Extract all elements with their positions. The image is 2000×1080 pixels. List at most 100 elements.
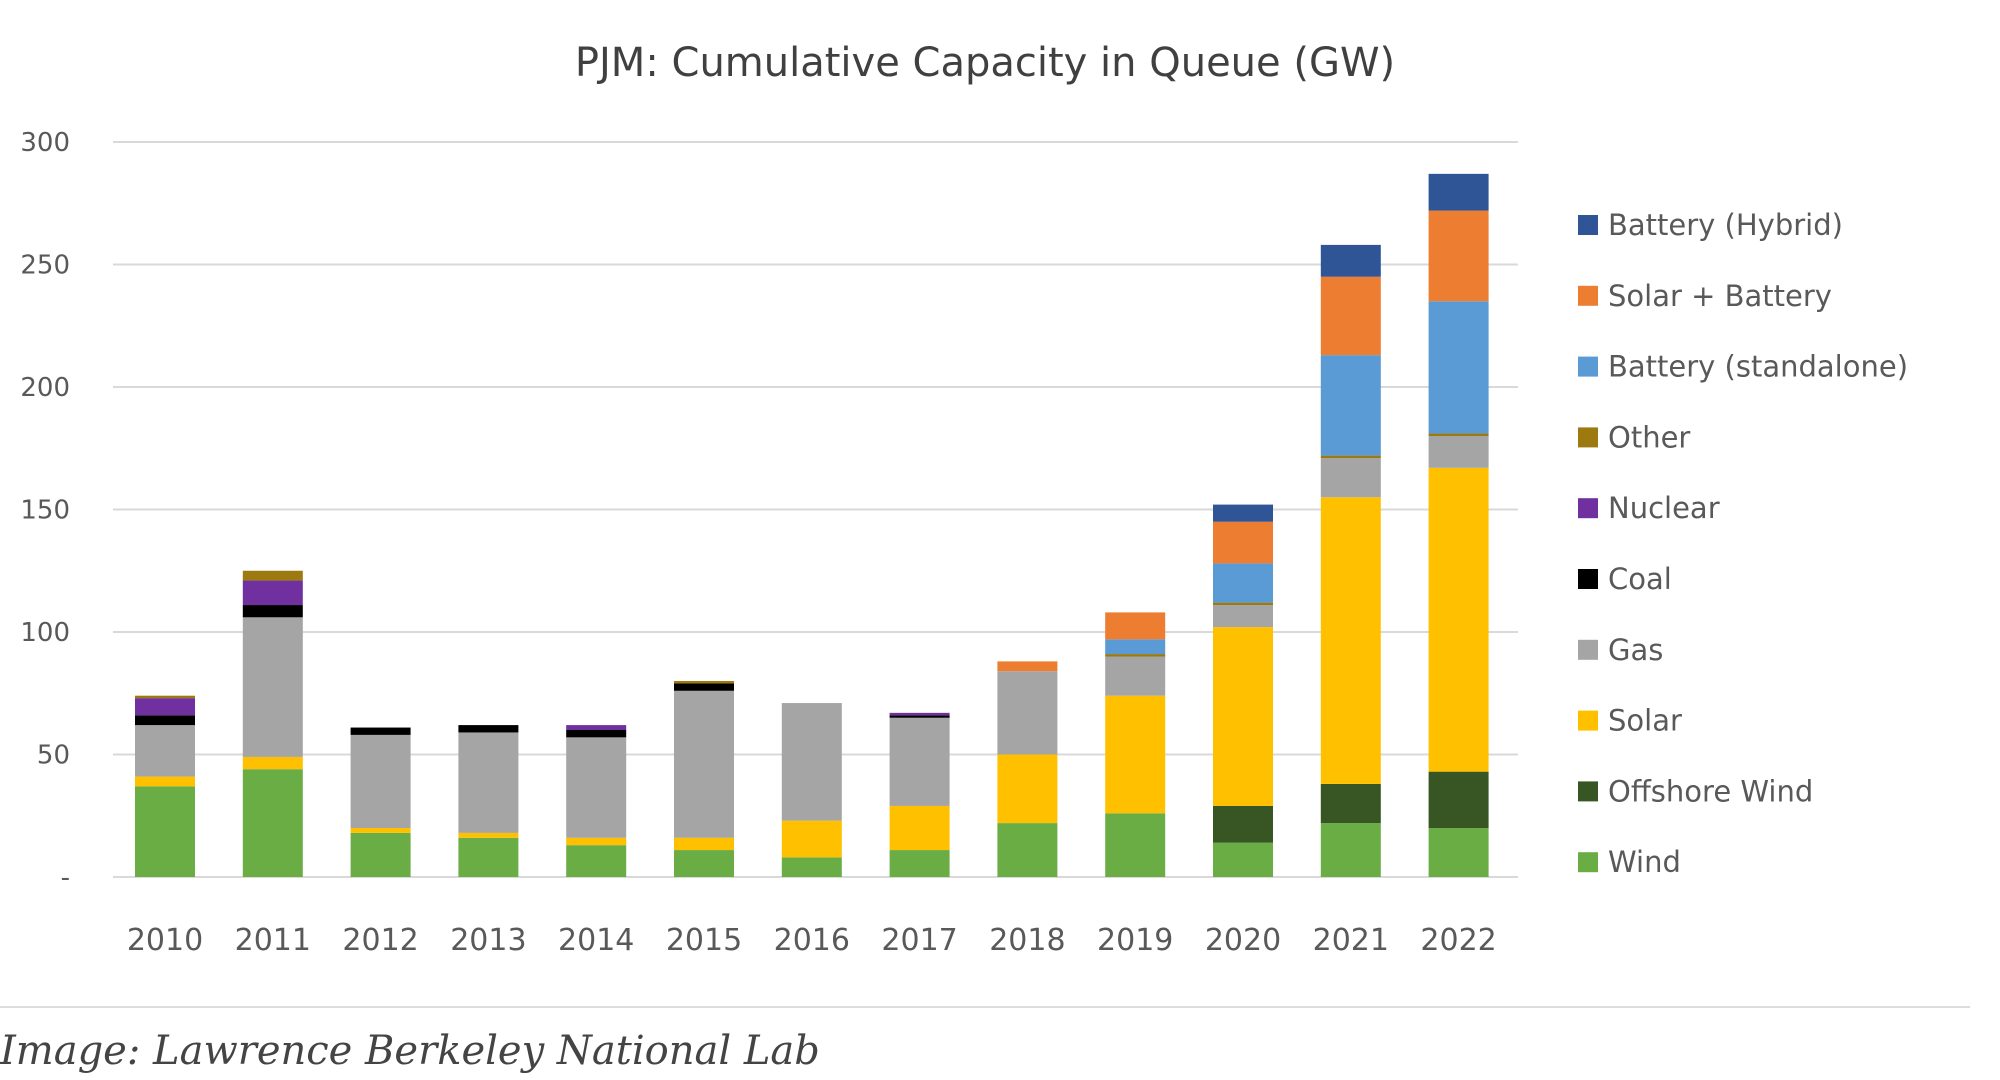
bar-stack-2018: [997, 661, 1058, 877]
bar-segment-offshore-wind-2020: [1213, 805, 1273, 843]
legend: Battery (Hybrid) Solar + Battery Battery (…: [1578, 208, 1908, 879]
bar-segment-other-2022: [1428, 433, 1489, 436]
bar-segment-solar-battery-2019: [1105, 612, 1166, 640]
y-axis-ticks: - 50 100 150 200 250 300: [20, 128, 70, 893]
bar-segment-other-2015: [674, 681, 734, 684]
divider: [0, 1006, 1970, 1008]
bar-segment-other-2021: [1320, 455, 1381, 459]
legend-label: Offshore Wind: [1608, 774, 1813, 808]
bar-stack-2015: [674, 681, 734, 877]
bar-segment-nuclear-2010: [135, 698, 195, 716]
bar-segment-battery-hybrid-2021: [1320, 244, 1381, 277]
bar-segment-solar-2022: [1428, 467, 1489, 772]
y-tick-label: -: [61, 863, 70, 893]
legend-label: Solar: [1608, 704, 1682, 738]
x-tick-label: 2012: [342, 923, 418, 958]
bar-segment-wind-2022: [1428, 828, 1489, 877]
bar-segment-wind-2012: [350, 832, 411, 877]
y-tick-label: 100: [20, 618, 70, 648]
bar-stack-2016: [781, 703, 842, 877]
legend-item: Solar + Battery: [1578, 279, 1832, 313]
bar-segment-solar-battery-2022: [1428, 210, 1489, 302]
bar-segment-solar-battery-2021: [1320, 276, 1381, 356]
bar-segment-nuclear-2011: [242, 580, 303, 606]
bar-segment-coal-2011: [242, 605, 303, 618]
legend-label: Gas: [1608, 633, 1663, 667]
bar-segment-gas-2013: [458, 732, 519, 833]
bar-segment-battery-hybrid-2022: [1428, 173, 1489, 211]
bar-segment-gas-2020: [1213, 605, 1273, 628]
bar-segment-nuclear-2014: [566, 725, 627, 730]
bar-segment-other-2020: [1213, 602, 1273, 606]
bar-segment-solar-2015: [674, 837, 734, 851]
legend-swatch: [1578, 781, 1598, 802]
bar-segment-gas-2010: [135, 725, 195, 777]
bar-segment-battery-hybrid-2020: [1213, 504, 1273, 522]
legend-item: Gas: [1578, 633, 1663, 667]
x-tick-label: 2020: [1205, 923, 1281, 958]
legend-swatch: [1578, 852, 1598, 873]
legend-swatch: [1578, 215, 1598, 235]
y-tick-label: 200: [20, 373, 70, 403]
bar-segment-wind-2021: [1320, 823, 1381, 877]
legend-item: Offshore Wind: [1578, 774, 1813, 808]
bar-segment-coal-2014: [566, 730, 627, 738]
legend-label: Other: [1608, 420, 1690, 454]
x-tick-label: 2017: [881, 923, 957, 958]
y-tick-label: 150: [20, 496, 70, 526]
bar-stack-2010: [135, 695, 195, 877]
legend-swatch: [1578, 427, 1598, 448]
bar-segment-wind-2013: [458, 837, 519, 877]
x-tick-label: 2014: [558, 923, 634, 958]
image-caption: Image: Lawrence Berkeley National Lab: [0, 1028, 820, 1074]
legend-item: Wind: [1578, 845, 1681, 879]
bar-segment-gas-2014: [566, 737, 627, 838]
bar-segment-battery-standalone-2021: [1320, 355, 1381, 456]
bar-segment-solar-2019: [1105, 695, 1166, 814]
bar-segment-solar-battery-2018: [997, 661, 1058, 672]
x-tick-label: 2022: [1420, 923, 1496, 958]
bar-segment-gas-2017: [889, 717, 950, 806]
bar-segment-solar-2017: [889, 805, 950, 851]
bar-segment-gas-2021: [1320, 458, 1381, 498]
bar-segment-battery-standalone-2019: [1105, 639, 1166, 655]
bar-stack-2013: [458, 725, 519, 877]
bar-segment-wind-2016: [781, 857, 842, 877]
legend-label: Battery (standalone): [1608, 350, 1908, 384]
bar-segment-solar-2021: [1320, 497, 1381, 784]
bar-segment-gas-2012: [350, 734, 411, 828]
bar-segment-wind-2010: [135, 786, 195, 877]
bar-segment-wind-2018: [997, 823, 1058, 877]
x-tick-label: 2021: [1313, 923, 1389, 958]
x-tick-label: 2010: [127, 923, 203, 958]
legend-swatch: [1578, 639, 1598, 660]
y-tick-label: 50: [37, 741, 70, 771]
bar-segment-coal-2017: [889, 715, 950, 718]
bar-segment-offshore-wind-2021: [1320, 783, 1381, 824]
legend-item: Nuclear: [1578, 491, 1720, 525]
bar-segment-gas-2015: [674, 690, 734, 838]
bar-segment-gas-2016: [781, 703, 842, 821]
bar-segment-solar-2014: [566, 837, 627, 846]
bar-stack-2022: [1428, 173, 1489, 877]
legend-label: Solar + Battery: [1608, 279, 1832, 313]
bar-stack-2011: [242, 570, 303, 877]
x-tick-label: 2019: [1097, 923, 1173, 958]
bars: [135, 173, 1489, 877]
legend-swatch: [1578, 285, 1598, 306]
legend-label: Battery (Hybrid): [1608, 208, 1843, 242]
y-tick-label: 300: [20, 128, 70, 158]
bar-segment-battery-standalone-2020: [1213, 563, 1273, 603]
bar-segment-solar-2013: [458, 832, 519, 838]
bar-segment-offshore-wind-2022: [1428, 771, 1489, 828]
bar-segment-gas-2011: [242, 617, 303, 757]
x-axis-ticks: 2010 2011 2012 2013 2014 2015 2016 2017 2018 2019…: [127, 923, 1497, 958]
x-tick-label: 2018: [989, 923, 1065, 958]
bar-segment-other-2019: [1105, 654, 1166, 657]
legend-swatch: [1578, 356, 1598, 377]
legend-label: Nuclear: [1608, 491, 1720, 525]
legend-item: Coal: [1578, 562, 1672, 596]
legend-item: Battery (standalone): [1578, 350, 1908, 384]
bar-segment-coal-2010: [135, 715, 195, 726]
